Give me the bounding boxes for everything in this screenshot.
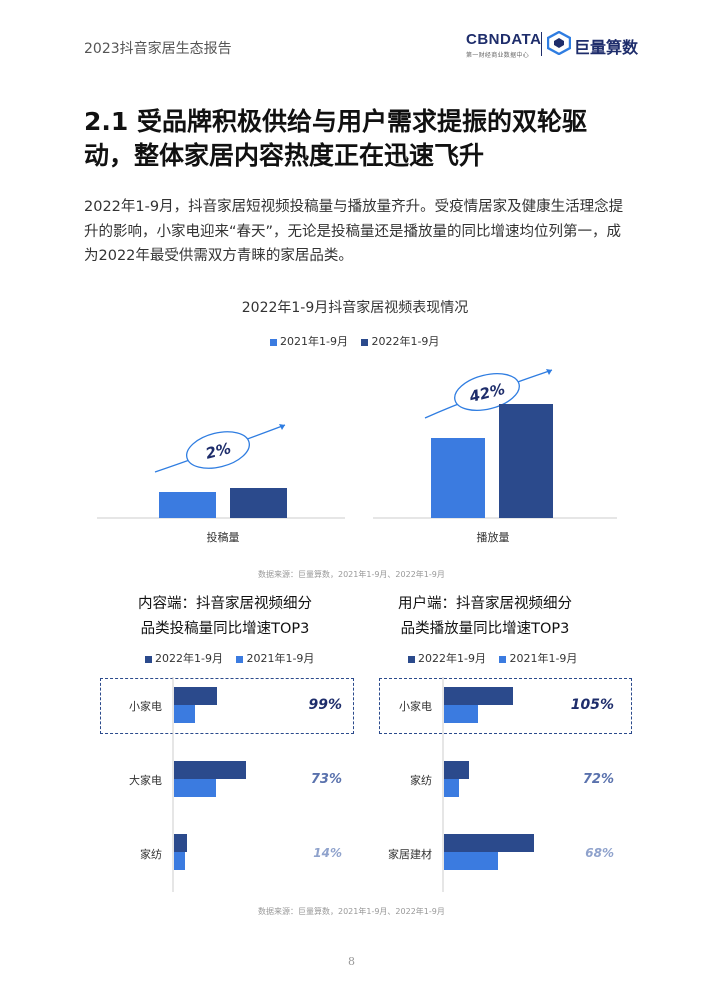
chart1-bar-0-0 <box>159 492 216 518</box>
chart3-bar-1-1 <box>444 779 459 797</box>
chart3-title-line2: 品类播放量同比增速TOP3 <box>400 621 570 637</box>
chart1-source: 数据来源：巨量算数，2021年1-9月、2022年1-9月 <box>258 570 445 579</box>
chart3-growth-1: 72% <box>582 772 614 787</box>
chart3-category-label-1: 家纺 <box>410 774 432 787</box>
page-number: 8 <box>348 955 355 968</box>
cbndata-logo: CBNDATA <box>466 31 542 48</box>
chart3-category-label-2: 家居建材 <box>388 848 432 861</box>
chart3-growth-0: 105% <box>570 697 614 713</box>
chart3-bar-0-0 <box>444 687 513 705</box>
chart1-bar-1-0 <box>431 438 485 518</box>
chart3-source: 数据来源：巨量算数，2021年1-9月、2022年1-9月 <box>258 907 445 916</box>
chart1-annotation-oval-2 <box>454 373 520 411</box>
chart3-growth-2: 68% <box>585 846 614 860</box>
chart1-arrow-head-2 <box>546 369 552 375</box>
chart3-category-label-0: 小家电 <box>399 700 432 713</box>
chart1-annotation-oval-1 <box>186 431 250 469</box>
logo-divider <box>541 32 542 56</box>
report-title: 2023抖音家居生态报告 <box>84 41 232 57</box>
chart2-title-line1: 内容端：抖音家居视频细分 <box>138 596 312 612</box>
chart3-title: 用户端：抖音家居视频细分 品类播放量同比增速TOP3 <box>360 592 610 642</box>
chart1-category-label-0: 投稿量 <box>206 531 240 544</box>
chart2-title: 内容端：抖音家居视频细分 品类投稿量同比增速TOP3 <box>100 592 350 642</box>
chart3-bar-2-1 <box>444 852 498 870</box>
juliang-logo-text: 巨量算数 <box>574 38 639 57</box>
chart2-highlight-box <box>100 678 354 734</box>
chart2-category-label-0: 小家电 <box>129 700 162 713</box>
section-heading: 2.1 受品牌积极供给与用户需求提振的双轮驱 动，整体家居内容热度正在迅速飞升 <box>84 105 644 173</box>
chart2-legend-2022: 2022年1-9月 <box>145 652 223 665</box>
chart1-annotation-1: 2% <box>204 439 233 463</box>
chart3-legend: 2022年1-9月 2021年1-9月 <box>408 650 577 666</box>
chart3-highlight-box <box>379 678 632 734</box>
chart3-legend-2022: 2022年1-9月 <box>408 652 486 665</box>
chart1-legend: 2021年1-9月 2022年1-9月 <box>270 333 439 349</box>
chart1-category-label-1: 播放量 <box>476 531 510 544</box>
chart2-growth-1: 73% <box>310 772 342 787</box>
chart2-bar-2-0 <box>174 834 187 852</box>
chart1-title: 2022年1-9月抖音家居视频表现情况 <box>241 300 469 316</box>
chart2-title-line2: 品类投稿量同比增速TOP3 <box>140 621 310 637</box>
section-heading-line1: 2.1 受品牌积极供给与用户需求提振的双轮驱 <box>84 107 587 136</box>
chart3-legend-2021: 2021年1-9月 <box>499 652 577 665</box>
chart2-bar-1-1 <box>174 779 216 797</box>
chart3-bar-1-0 <box>444 761 469 779</box>
chart2-bar-1-0 <box>174 761 246 779</box>
chart2-bar-0-1 <box>174 705 195 723</box>
cbndata-logo-subtitle: 第一财经商业数据中心 <box>466 52 530 59</box>
chart2-bar-0-0 <box>174 687 217 705</box>
chart1-legend-2022: 2022年1-9月 <box>361 335 439 348</box>
chart2-category-label-1: 大家电 <box>129 774 162 787</box>
chart3-bar-2-0 <box>444 834 534 852</box>
chart3-bar-0-1 <box>444 705 478 723</box>
chart2-bar-2-1 <box>174 852 185 870</box>
section-paragraph: 2022年1-9月，抖音家居短视频投稿量与播放量齐升。受疫情居家及健康生活理念提… <box>84 199 624 264</box>
chart1-legend-2021: 2021年1-9月 <box>270 335 348 348</box>
chart3-title-line1: 用户端：抖音家居视频细分 <box>398 596 572 612</box>
chart2-category-label-2: 家纺 <box>140 848 162 861</box>
chart2-legend-2021: 2021年1-9月 <box>236 652 314 665</box>
chart2-growth-2: 14% <box>313 846 342 860</box>
chart2-growth-0: 99% <box>308 697 342 713</box>
juliang-logo-icon <box>547 31 571 55</box>
chart1-bar-0-1 <box>230 488 287 518</box>
chart1-arrow-head-1 <box>279 424 285 430</box>
section-heading-line2: 动，整体家居内容热度正在迅速飞升 <box>84 141 485 170</box>
chart2-legend: 2022年1-9月 2021年1-9月 <box>145 650 314 666</box>
chart1-bar-1-1 <box>499 404 553 518</box>
